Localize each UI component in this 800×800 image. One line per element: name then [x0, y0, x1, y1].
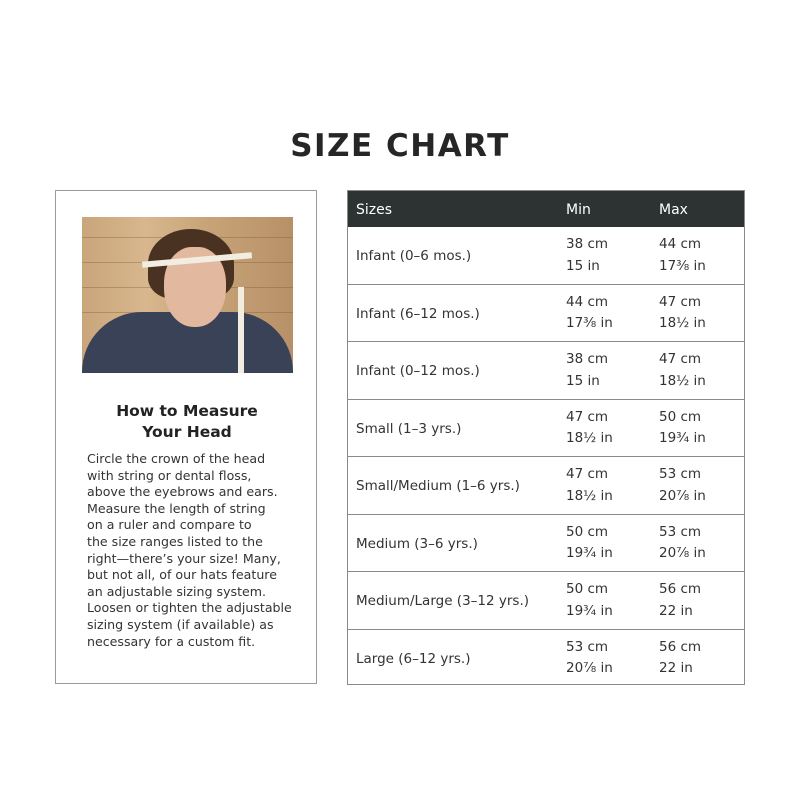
max-in: 22 in	[659, 602, 693, 619]
max-cm: 50 cm	[659, 408, 702, 425]
size-table: Sizes Min Max Infant (0–6 mos.) 38 cm 15 i…	[347, 190, 745, 685]
max-value: 50 cm 19¾ in	[659, 407, 706, 450]
min-cm: 44 cm	[566, 293, 609, 310]
min-value: 38 cm 15 in	[566, 349, 608, 392]
table-row: Medium/Large (3–12 yrs.) 50 cm 19¾ in 56 cm…	[348, 572, 744, 630]
size-label: Medium (3–6 yrs.)	[356, 535, 478, 552]
howto-heading: How to Measure Your Head	[116, 402, 258, 441]
header-sizes: Sizes	[356, 202, 393, 218]
min-in: 19¾ in	[566, 545, 613, 561]
min-value: 44 cm 17⅜ in	[566, 292, 613, 335]
table-row: Large (6–12 yrs.) 53 cm 20⅞ in 56 cm 22 in	[348, 630, 744, 688]
size-label: Infant (6–12 mos.)	[356, 305, 480, 322]
min-cm: 50 cm	[566, 581, 609, 597]
max-cm: 47 cm	[659, 293, 702, 310]
table-row: Infant (0–6 mos.) 38 cm 15 in 44 cm 17⅜ in	[348, 227, 744, 285]
max-value: 53 cm 20⅞ in	[659, 464, 706, 507]
min-cm: 38 cm	[566, 236, 609, 252]
table-row: Medium (3–6 yrs.) 50 cm 19¾ in 53 cm 20⅞ in	[348, 515, 744, 572]
min-value: 47 cm 18½ in	[566, 407, 613, 450]
table-row: Small/Medium (1–6 yrs.) 47 cm 18½ in 53 cm 2…	[348, 457, 744, 515]
table-row: Infant (0–12 mos.) 38 cm 15 in 47 cm 18½ in	[348, 342, 744, 400]
size-label: Infant (0–12 mos.)	[356, 363, 480, 379]
size-label: Large (6–12 yrs.)	[356, 650, 471, 667]
max-value: 53 cm 20⅞ in	[659, 522, 706, 565]
size-label: Infant (0–6 mos.)	[356, 248, 472, 264]
max-in: 20⅞ in	[659, 545, 706, 561]
max-cm: 53 cm	[659, 466, 702, 482]
max-cm: 44 cm	[659, 236, 702, 252]
min-in: 17⅜ in	[566, 315, 613, 331]
min-in: 19¾ in	[566, 602, 613, 619]
max-cm: 56 cm	[659, 581, 702, 597]
header-min: Min	[566, 202, 591, 218]
table-header: Sizes Min Max	[348, 191, 744, 227]
min-in: 20⅞ in	[566, 660, 613, 676]
size-label: Medium/Large (3–12 yrs.)	[356, 593, 530, 609]
min-value: 47 cm 18½ in	[566, 464, 613, 507]
max-in: 20⅞ in	[659, 487, 706, 504]
max-value: 44 cm 17⅜ in	[659, 234, 706, 277]
max-in: 17⅜ in	[659, 257, 706, 274]
min-value: 53 cm 20⅞ in	[566, 637, 613, 680]
max-in: 18½ in	[659, 372, 706, 389]
min-cm: 38 cm	[566, 351, 609, 367]
max-value: 56 cm 22 in	[659, 637, 701, 680]
min-value: 50 cm 19¾ in	[566, 579, 613, 622]
max-value: 47 cm 18½ in	[659, 349, 706, 392]
size-label: Small (1–3 yrs.)	[356, 420, 462, 437]
howto-instructions: Circle the crown of the head with string…	[87, 451, 292, 649]
max-cm: 53 cm	[659, 523, 702, 540]
how-to-measure-card: How to Measure Your Head Circle the crow…	[55, 190, 317, 684]
page-title: SIZE CHART	[290, 128, 510, 164]
max-value: 47 cm 18½ in	[659, 292, 706, 335]
max-in: 22 in	[659, 660, 693, 676]
max-cm: 47 cm	[659, 351, 702, 367]
min-in: 18½ in	[566, 430, 613, 446]
table-row: Infant (6–12 mos.) 44 cm 17⅜ in 47 cm 18½ in	[348, 285, 744, 342]
min-cm: 53 cm	[566, 638, 609, 655]
measuring-head-photo	[82, 217, 293, 373]
min-in: 15 in	[566, 372, 600, 389]
min-value: 38 cm 15 in	[566, 234, 608, 277]
header-max: Max	[659, 202, 688, 218]
max-cm: 56 cm	[659, 638, 702, 655]
size-label: Small/Medium (1–6 yrs.)	[356, 478, 520, 494]
min-in: 18½ in	[566, 487, 613, 504]
min-cm: 50 cm	[566, 523, 609, 540]
max-in: 19¾ in	[659, 430, 706, 446]
min-cm: 47 cm	[566, 466, 609, 482]
min-cm: 47 cm	[566, 408, 609, 425]
table-row: Small (1–3 yrs.) 47 cm 18½ in 50 cm 19¾ in	[348, 400, 744, 457]
max-in: 18½ in	[659, 315, 706, 331]
min-in: 15 in	[566, 257, 600, 274]
max-value: 56 cm 22 in	[659, 579, 701, 622]
min-value: 50 cm 19¾ in	[566, 522, 613, 565]
